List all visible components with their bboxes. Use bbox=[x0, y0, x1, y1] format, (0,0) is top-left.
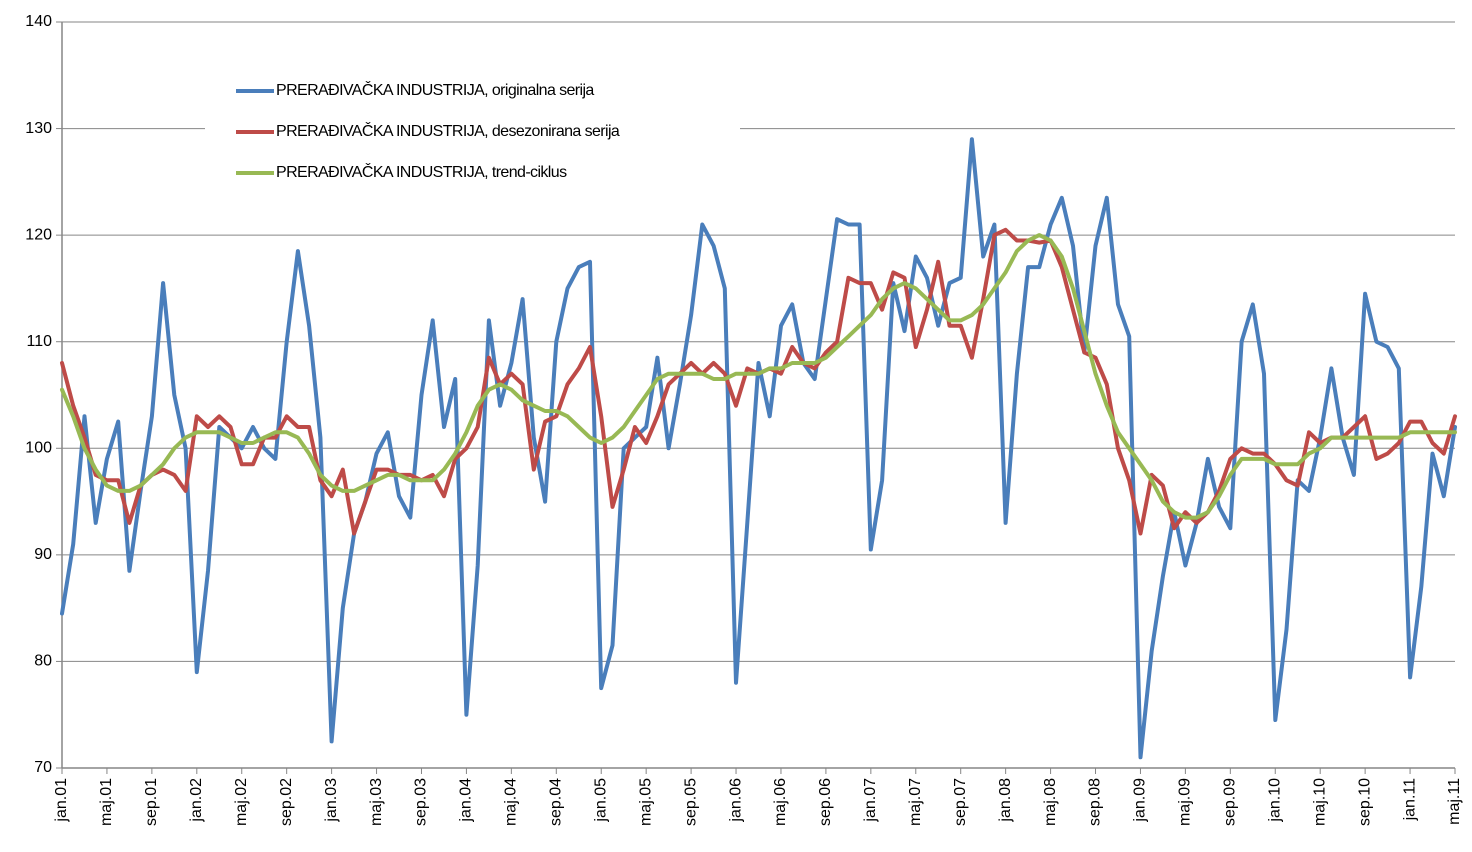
y-tick-label: 140 bbox=[25, 13, 52, 30]
x-tick-label: jan.05 bbox=[592, 778, 609, 823]
x-tick-label: sep.07 bbox=[952, 778, 969, 826]
x-tick-label: jan.07 bbox=[862, 778, 879, 823]
x-tick-label: sep.06 bbox=[817, 778, 834, 826]
x-tick-label: sep.03 bbox=[413, 778, 430, 826]
x-tick-label: jan.06 bbox=[727, 778, 744, 823]
x-tick-label: maj.05 bbox=[637, 778, 654, 826]
x-tick-label: jan.08 bbox=[997, 778, 1014, 823]
x-tick-label: jan.04 bbox=[458, 778, 475, 823]
y-tick-label: 100 bbox=[25, 440, 52, 457]
x-tick-label: maj.11 bbox=[1446, 778, 1463, 825]
x-tick-label: maj.09 bbox=[1177, 778, 1194, 826]
x-tick-label: jan.02 bbox=[188, 778, 205, 823]
legend-label: PRERAĐIVAČKA INDUSTRIJA, desezonirana se… bbox=[276, 121, 620, 140]
y-tick-label: 80 bbox=[34, 653, 52, 670]
x-tick-label: maj.01 bbox=[98, 778, 115, 826]
x-tick-label: sep.10 bbox=[1356, 778, 1373, 826]
x-tick-label: maj.03 bbox=[368, 778, 385, 826]
x-tick-label: sep.08 bbox=[1087, 778, 1104, 826]
x-tick-label: maj.07 bbox=[907, 778, 924, 826]
y-tick-label: 110 bbox=[26, 333, 52, 350]
x-tick-label: jan.10 bbox=[1266, 778, 1283, 823]
x-tick-label: maj.10 bbox=[1311, 778, 1328, 826]
series-line bbox=[60, 233, 1457, 520]
x-tick-label: sep.09 bbox=[1222, 778, 1239, 826]
x-tick-label: sep.01 bbox=[143, 778, 160, 826]
x-tick-label: jan.09 bbox=[1132, 778, 1149, 823]
x-tick-label: maj.04 bbox=[503, 778, 520, 826]
x-tick-label: sep.02 bbox=[278, 778, 295, 826]
x-tick-label: jan.01 bbox=[53, 778, 70, 823]
x-tick-label: maj.06 bbox=[772, 778, 789, 826]
x-tick-label: sep.05 bbox=[682, 778, 699, 826]
x-tick-label: sep.04 bbox=[548, 778, 565, 826]
legend-label: PRERAĐIVAČKA INDUSTRIJA, originalna seri… bbox=[276, 80, 594, 99]
series-line bbox=[60, 137, 1457, 760]
x-tick-label: jan.11 bbox=[1401, 778, 1418, 822]
legend-box bbox=[205, 70, 740, 195]
y-tick-label: 70 bbox=[34, 759, 52, 776]
y-tick-label: 130 bbox=[25, 120, 52, 137]
legend-label: PRERAĐIVAČKA INDUSTRIJA, trend-ciklus bbox=[276, 162, 567, 181]
y-tick-label: 120 bbox=[25, 226, 52, 243]
x-tick-label: maj.02 bbox=[233, 778, 250, 826]
x-tick-label: jan.03 bbox=[323, 778, 340, 823]
y-tick-label: 90 bbox=[34, 546, 52, 563]
x-tick-label: maj.08 bbox=[1042, 778, 1059, 826]
